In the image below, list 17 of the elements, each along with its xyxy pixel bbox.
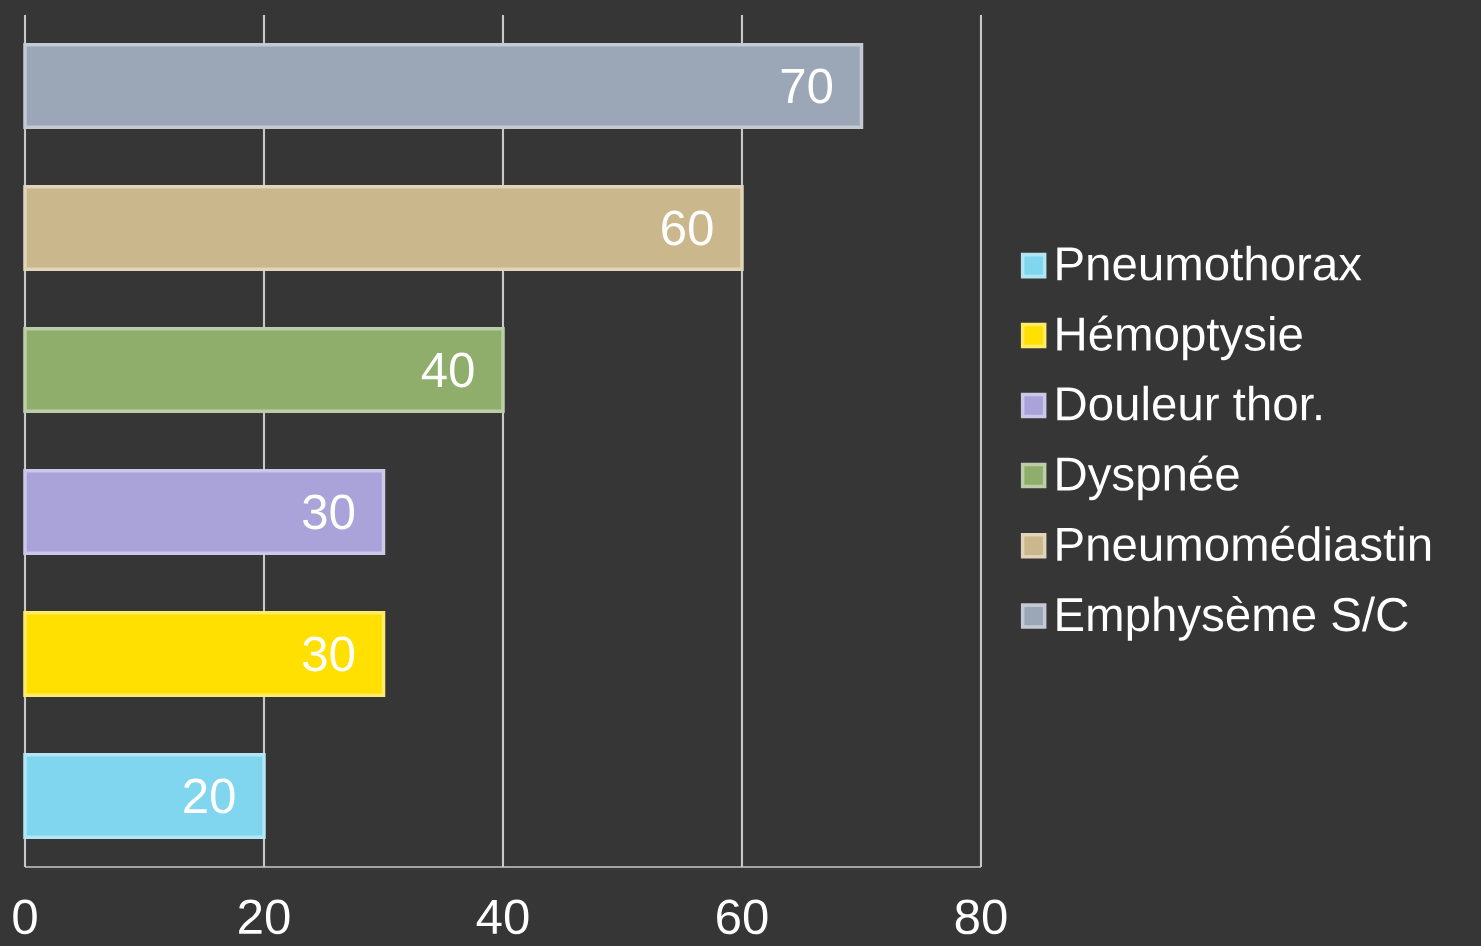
legend-label: Hémoptysie [1057,315,1302,361]
data-label: 30 [303,636,355,672]
x-tick-label: 60 [717,899,768,935]
legend-label: Douleur thor. [1057,385,1321,421]
x-tick-label: 80 [955,899,1007,935]
data-label: 30 [303,494,355,530]
x-tick-label: 40 [476,899,529,935]
x-tick-label: 20 [239,899,290,935]
legend-label: Dyspnée [1057,455,1239,501]
legend-label: Pneumothorax [1057,245,1362,281]
data-label: 20 [184,778,235,814]
legend-label: Pneumomédiastin [1057,525,1431,562]
data-label: 60 [662,210,713,246]
data-label: 70 [781,68,833,104]
x-tick-label: 0 [13,899,37,935]
legend-label: Emphysème S/C [1057,596,1408,641]
data-label: 40 [421,352,474,388]
